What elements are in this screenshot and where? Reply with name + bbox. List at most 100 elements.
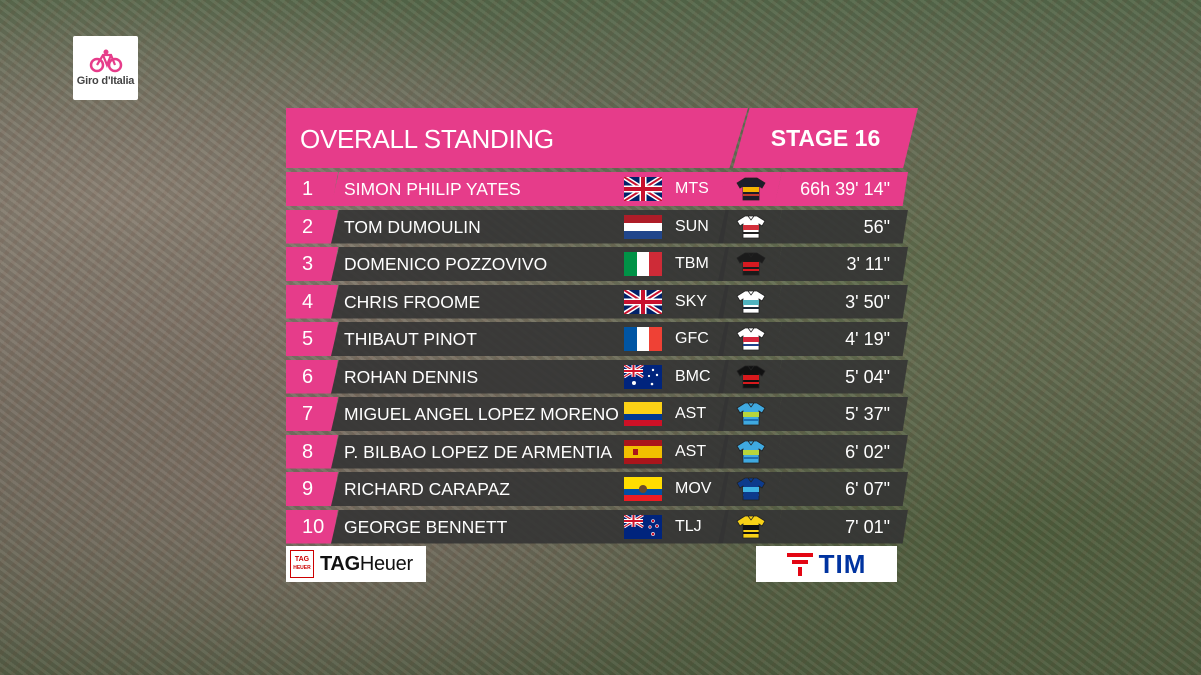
tagheuer-word-b: Heuer [359, 552, 413, 575]
gap-time: 66h 39' 14" [800, 179, 890, 199]
gap-time: 7' 01" [845, 516, 890, 537]
standing-row: 4 CHRIS FROOME SKY 3' 50" [286, 284, 908, 319]
rank-cell: 7 [286, 397, 338, 431]
rider-cell [331, 359, 729, 394]
shield-top-text: TAG [294, 556, 310, 563]
time-cell: 4' 19" [774, 322, 908, 356]
standing-row: 9 RICHARD CARAPAZ MOV 6' 07" [286, 472, 908, 506]
gap-time: 5' 04" [845, 366, 890, 387]
jersey-icon [736, 477, 766, 506]
rank-cell: 8 [286, 434, 338, 469]
gap-time: 3' 50" [845, 291, 890, 312]
standing-row: 7 MIGUEL ANGEL LOPEZ MORENO AST 5' 37" [286, 397, 908, 431]
rank-cell: 3 [286, 247, 338, 281]
sponsor-tagheuer: TAG HEUER TAGHeuer [286, 546, 426, 582]
tagheuer-word-a: TAG [320, 552, 360, 575]
team-code: TLJ [675, 517, 702, 535]
time-cell: 66h 39' 14" [774, 172, 908, 206]
rider-cell [331, 247, 729, 281]
rider-name: SIMON PHILIP YATES [344, 179, 521, 199]
time-cell: 5' 04" [774, 359, 908, 394]
rider-cell [331, 397, 729, 431]
time-cell: 56" [774, 209, 908, 244]
jersey-icon [736, 252, 766, 281]
jersey-cell [718, 359, 782, 394]
jersey-icon [736, 440, 766, 469]
ec-flag-icon [624, 477, 662, 501]
fr-flag-icon [624, 327, 662, 351]
gap-time: 6' 07" [845, 479, 890, 499]
rider-name: CHRIS FROOME [344, 291, 481, 312]
co-flag-icon [624, 402, 662, 426]
team-code: TBM [675, 255, 709, 272]
jersey-cell [718, 172, 782, 206]
rank-cell: 4 [286, 284, 338, 319]
au-flag-icon [624, 364, 662, 389]
jersey-cell [718, 209, 782, 244]
jersey-icon [736, 327, 766, 356]
gb-flag-icon [624, 289, 662, 314]
tim-wordmark: TIM [818, 548, 867, 579]
rider-name: ROHAN DENNIS [344, 366, 479, 387]
title-banner: OVERALL STANDING [286, 108, 748, 168]
rider-name: MIGUEL ANGEL LOPEZ MORENO [344, 404, 619, 424]
tagheuer-wordmark: TAGHeuer [320, 553, 413, 576]
jersey-cell [718, 472, 782, 506]
time-cell: 6' 07" [774, 472, 908, 506]
giro-logo: Giro d'Italia [73, 36, 138, 100]
time-cell: 3' 50" [774, 284, 908, 319]
team-code: BMC [675, 367, 711, 385]
gb-flag-icon [624, 177, 662, 201]
standing-row: 2 TOM DUMOULIN SUN 56" [286, 209, 908, 244]
standing-row: 1 SIMON PHILIP YATES MTS 66h 39' 14" [286, 172, 908, 206]
logo-text: Giro d'Italia [76, 75, 135, 87]
rider-name: THIBAUT PINOT [344, 329, 477, 349]
rider-cell [331, 284, 729, 319]
time-cell: 5' 37" [774, 397, 908, 431]
gap-time: 4' 19" [845, 329, 890, 349]
team-code: AST [675, 442, 707, 460]
standing-row: 3 DOMENICO POZZOVIVO TBM 3' 11" [286, 247, 908, 281]
rider-name: P. BILBAO LOPEZ DE ARMENTIA [344, 441, 613, 462]
time-cell: 3' 11" [774, 247, 908, 281]
shield-bottom-text: HEUER [293, 565, 311, 571]
jersey-icon [736, 402, 766, 431]
rider-cell [331, 209, 729, 244]
time-cell: 7' 01" [774, 509, 908, 544]
stage-banner: STAGE 16 [733, 108, 918, 168]
gap-time: 6' 02" [845, 441, 890, 462]
nl-flag-icon [624, 214, 662, 239]
jersey-icon [736, 365, 766, 394]
team-code: AST [675, 405, 707, 422]
jersey-cell [718, 284, 782, 319]
rider-cell [331, 172, 729, 206]
rank-cell: 5 [286, 322, 338, 356]
jersey-icon [736, 177, 766, 206]
rider-name: DOMENICO POZZOVIVO [344, 254, 548, 274]
rider-name: TOM DUMOULIN [344, 216, 481, 237]
gap-time: 5' 37" [845, 404, 890, 424]
nz-flag-icon [624, 514, 662, 539]
time-cell: 6' 02" [774, 434, 908, 469]
jersey-cell [718, 434, 782, 469]
es-flag-icon [624, 439, 662, 464]
jersey-cell [718, 247, 782, 281]
jersey-icon [736, 515, 766, 544]
rider-name: GEORGE BENNETT [344, 516, 508, 537]
standing-row: 8 P. BILBAO LOPEZ DE ARMENTIA AST 6' 02" [286, 434, 908, 469]
rider-cell [331, 322, 729, 356]
stage-label: STAGE 16 [770, 125, 881, 151]
jersey-cell [718, 322, 782, 356]
standing-row: 5 THIBAUT PINOT GFC 4' 19" [286, 322, 908, 356]
tim-logo-icon [786, 552, 813, 576]
bicycle-icon [89, 49, 122, 73]
it-flag-icon [624, 252, 662, 276]
jersey-icon [736, 215, 766, 244]
rank-cell: 9 [286, 472, 338, 506]
rank-cell: 6 [286, 359, 338, 394]
team-code: SKY [675, 292, 708, 310]
rider-cell [331, 472, 729, 506]
jersey-icon [736, 290, 766, 319]
sponsor-tim: TIM [756, 546, 897, 582]
jersey-cell [718, 509, 782, 544]
